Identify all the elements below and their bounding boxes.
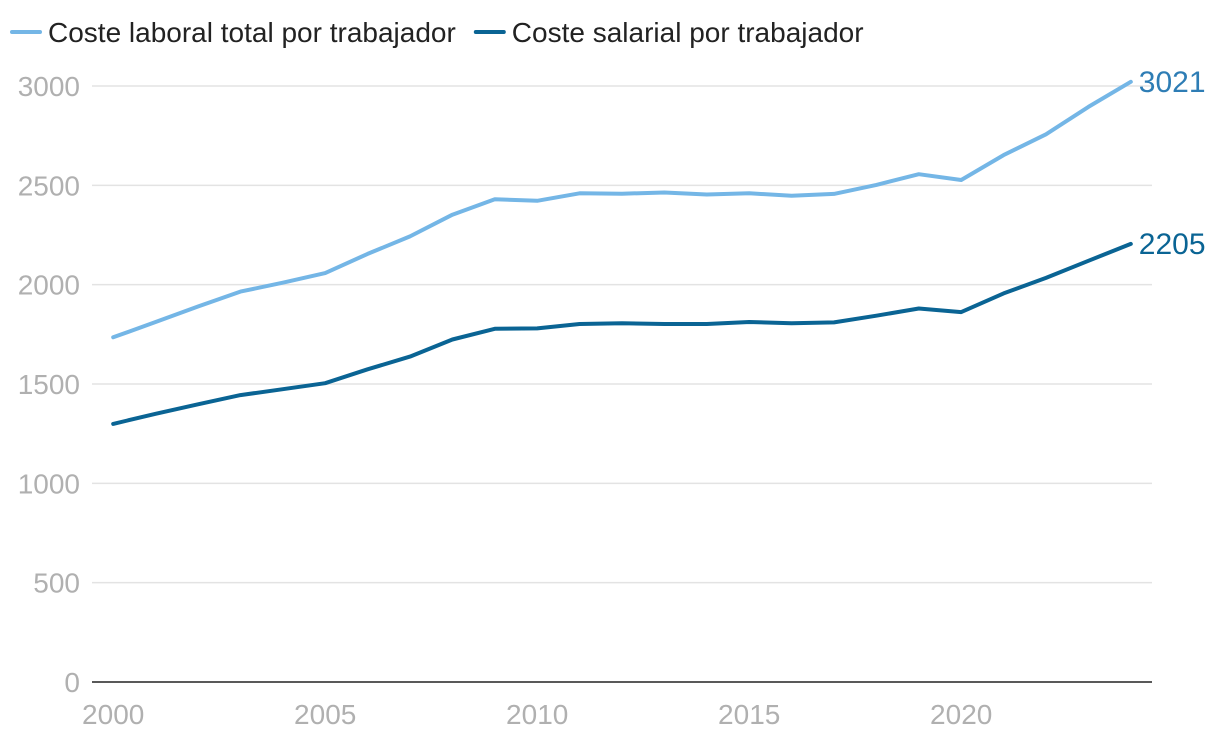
y-tick-label: 2000	[18, 270, 80, 301]
y-tick-label: 500	[33, 568, 80, 599]
x-tick-label: 2010	[506, 699, 568, 730]
series-line-0	[111, 79, 1133, 340]
y-tick-label: 0	[64, 667, 80, 698]
y-tick-label: 3000	[18, 71, 80, 102]
legend-label: Coste laboral total por trabajador	[48, 17, 456, 48]
y-axis-ticks: 0 500 1000 1500 2000 2500 3000	[18, 71, 80, 698]
legend: Coste laboral total por trabajador Coste …	[10, 17, 864, 48]
x-tick-label: 2000	[82, 699, 144, 730]
legend-item-0: Coste laboral total por trabajador	[10, 17, 456, 48]
y-tick-label: 2500	[18, 170, 80, 201]
end-label-1: 2205	[1139, 228, 1206, 261]
y-tick-label: 1500	[18, 369, 80, 400]
series-line-1	[111, 241, 1133, 426]
x-tick-label: 2015	[718, 699, 780, 730]
legend-label: Coste salarial por trabajador	[512, 17, 864, 48]
end-label-0: 3021	[1139, 66, 1206, 99]
x-tick-label: 2005	[294, 699, 356, 730]
legend-item-1: Coste salarial por trabajador	[473, 17, 864, 48]
y-tick-label: 1000	[18, 468, 80, 499]
end-labels: 3021 2205	[1139, 66, 1206, 261]
series-lines	[111, 79, 1133, 426]
x-axis-ticks: 2000 2005 2010 2015 2020	[82, 699, 992, 730]
x-tick-label: 2020	[930, 699, 992, 730]
